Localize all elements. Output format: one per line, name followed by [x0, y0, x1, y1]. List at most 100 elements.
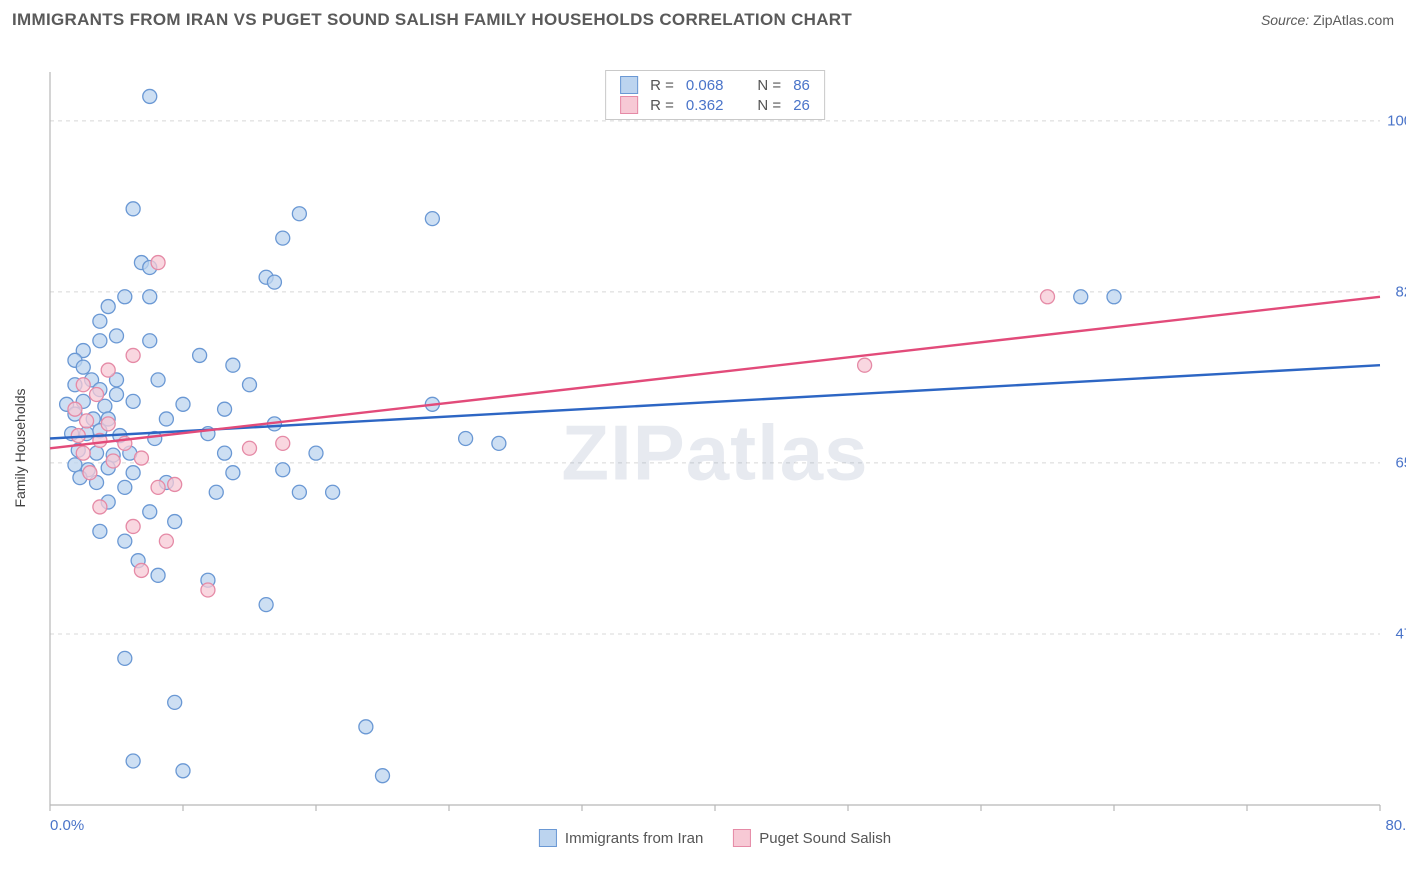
scatter-point — [492, 436, 506, 450]
scatter-point — [243, 441, 257, 455]
scatter-point — [101, 363, 115, 377]
n-label: N = — [757, 77, 781, 94]
scatter-point — [1074, 290, 1088, 304]
y-tick-label: 100.0% — [1387, 112, 1406, 129]
n-value: 26 — [793, 97, 810, 114]
r-value: 0.362 — [686, 97, 724, 114]
scatter-point — [110, 388, 124, 402]
scatter-point — [176, 397, 190, 411]
scatter-point — [101, 417, 115, 431]
scatter-point — [80, 414, 94, 428]
scatter-point — [309, 446, 323, 460]
scatter-point — [126, 202, 140, 216]
scatter-point — [93, 500, 107, 514]
scatter-point — [83, 466, 97, 480]
plot-area: ZIPatlas R =0.068N =86R =0.362N =26 47.5… — [50, 60, 1380, 845]
source-value: ZipAtlas.com — [1313, 12, 1394, 28]
scatter-point — [106, 454, 120, 468]
scatter-point — [151, 256, 165, 270]
scatter-point — [226, 466, 240, 480]
scatter-point — [459, 432, 473, 446]
scatter-point — [134, 563, 148, 577]
scatter-point — [118, 651, 132, 665]
scatter-point — [276, 231, 290, 245]
scatter-point — [193, 348, 207, 362]
scatter-point — [292, 485, 306, 499]
scatter-point — [90, 388, 104, 402]
legend-swatch — [620, 96, 638, 114]
scatter-point — [276, 436, 290, 450]
scatter-point — [151, 373, 165, 387]
scatter-point — [201, 583, 215, 597]
scatter-point — [126, 754, 140, 768]
scatter-point — [126, 466, 140, 480]
scatter-point — [267, 275, 281, 289]
scatter-point — [68, 402, 82, 416]
scatter-point — [76, 378, 90, 392]
legend-swatch — [733, 829, 751, 847]
scatter-point — [218, 402, 232, 416]
scatter-point — [151, 568, 165, 582]
source-citation: Source: ZipAtlas.com — [1261, 12, 1394, 28]
scatter-point — [176, 764, 190, 778]
scatter-point — [243, 378, 257, 392]
y-tick-label: 47.5% — [1395, 625, 1406, 642]
scatter-point — [159, 412, 173, 426]
y-tick-label: 82.5% — [1395, 283, 1406, 300]
scatter-point — [143, 89, 157, 103]
scatter-point — [118, 480, 132, 494]
scatter-point — [90, 446, 104, 460]
scatter-point — [218, 446, 232, 460]
n-value: 86 — [793, 77, 810, 94]
r-value: 0.068 — [686, 77, 724, 94]
scatter-point — [376, 769, 390, 783]
x-tick-label-left: 0.0% — [50, 817, 84, 834]
scatter-point — [276, 463, 290, 477]
scatter-point — [134, 451, 148, 465]
scatter-point — [143, 505, 157, 519]
scatter-point — [93, 314, 107, 328]
r-label: R = — [650, 97, 674, 114]
scatter-point — [359, 720, 373, 734]
legend-swatch — [620, 76, 638, 94]
scatter-point — [118, 290, 132, 304]
x-tick-label-right: 80.0% — [1385, 817, 1406, 834]
scatter-point — [168, 477, 182, 491]
scatter-point — [151, 480, 165, 494]
scatter-point — [143, 290, 157, 304]
plot-container: Family Households ZIPatlas R =0.068N =86… — [50, 50, 1380, 845]
scatter-point — [93, 334, 107, 348]
scatter-point — [126, 394, 140, 408]
series-legend-item: Puget Sound Salish — [733, 829, 891, 847]
scatter-point — [93, 524, 107, 538]
scatter-point — [858, 358, 872, 372]
scatter-point — [101, 300, 115, 314]
scatter-point — [76, 446, 90, 460]
scatter-point — [126, 519, 140, 533]
scatter-point — [1041, 290, 1055, 304]
legend-row: R =0.068N =86 — [620, 75, 810, 95]
scatter-point — [425, 212, 439, 226]
scatter-point — [118, 534, 132, 548]
scatter-point — [126, 348, 140, 362]
correlation-legend: R = 0.068 N = 86R = 0.362 N = 26 — [605, 70, 825, 120]
scatter-point — [209, 485, 223, 499]
scatter-point — [259, 598, 273, 612]
scatter-point — [76, 360, 90, 374]
y-axis-label: Family Households — [12, 388, 28, 507]
regression-line — [50, 365, 1380, 438]
chart-svg — [50, 60, 1380, 845]
scatter-point — [226, 358, 240, 372]
y-tick-label: 65.0% — [1395, 454, 1406, 471]
regression-line — [50, 297, 1380, 448]
series-legend: Immigrants from Iran Puget Sound Salish — [539, 829, 891, 847]
series-legend-item: Immigrants from Iran — [539, 829, 703, 847]
legend-row: R = 0.362 N = 26 — [620, 95, 810, 115]
scatter-point — [292, 207, 306, 221]
scatter-point — [1107, 290, 1121, 304]
legend-swatch — [539, 829, 557, 847]
chart-title: IMMIGRANTS FROM IRAN VS PUGET SOUND SALI… — [12, 10, 852, 30]
scatter-point — [326, 485, 340, 499]
n-label: N = — [757, 97, 781, 114]
scatter-point — [168, 695, 182, 709]
